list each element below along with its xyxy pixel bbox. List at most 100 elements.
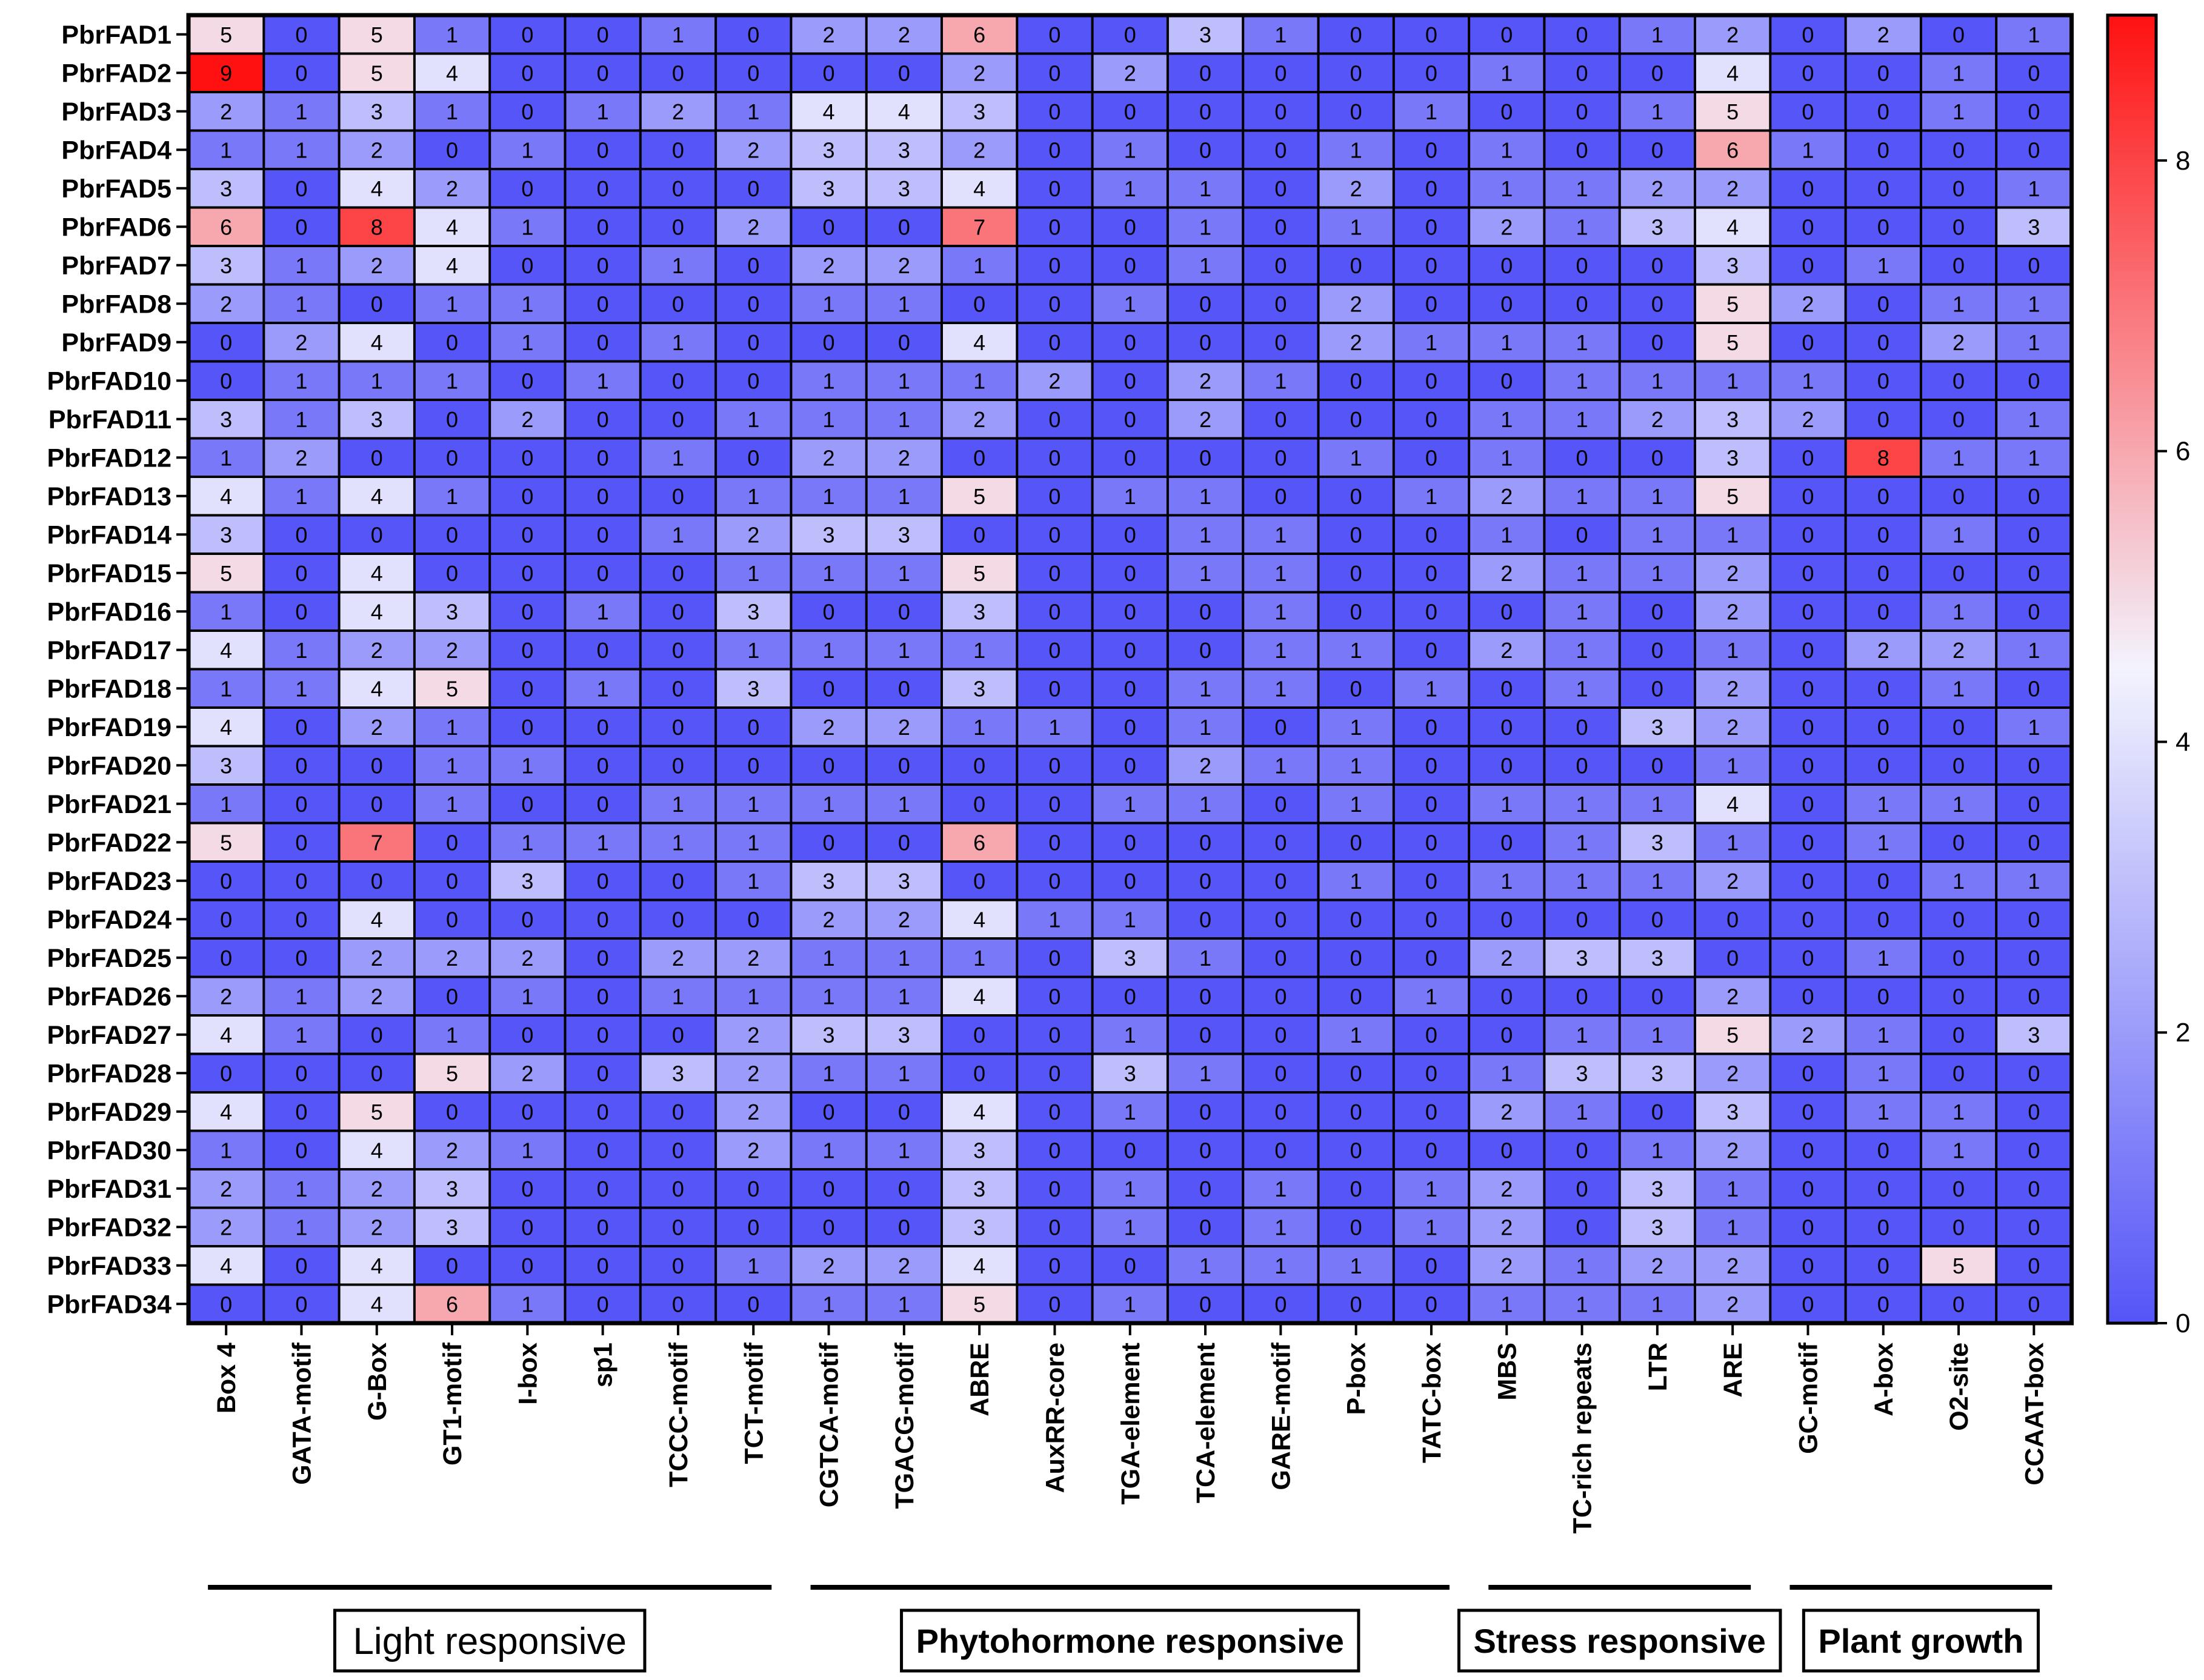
heatmap-cell — [791, 323, 867, 362]
heatmap-cell — [1393, 53, 1470, 92]
cell-value-label: 0 — [1500, 907, 1513, 932]
heatmap-cell — [1017, 977, 1093, 1015]
heatmap-cell — [1243, 246, 1319, 285]
heatmap-cell — [1845, 1054, 1921, 1092]
heatmap-cell — [490, 785, 565, 823]
cell-value-label: 1 — [1350, 753, 1362, 778]
cell-value-label: 1 — [1953, 869, 1965, 894]
cell-value-label: 0 — [1651, 330, 1663, 355]
heatmap-cell — [1243, 284, 1319, 323]
heatmap-cell — [1393, 284, 1470, 323]
heatmap-cell — [1695, 400, 1771, 439]
heatmap-cell — [264, 938, 339, 977]
heatmap-cell — [640, 1131, 716, 1169]
cell-value-label: 1 — [1500, 407, 1513, 432]
cell-value-label: 2 — [747, 1023, 759, 1048]
cell-value-label: 0 — [898, 1100, 910, 1124]
cell-value-label: 9 — [220, 61, 232, 85]
heatmap-cell — [640, 1284, 716, 1323]
cell-value-label: 0 — [1425, 830, 1437, 855]
cell-value-label: 0 — [220, 1292, 232, 1316]
heatmap-cell — [1318, 669, 1394, 708]
heatmap-cell — [1393, 1169, 1470, 1208]
heatmap-cell — [716, 53, 791, 92]
heatmap-cell — [1845, 669, 1921, 708]
heatmap-cell — [1092, 938, 1168, 977]
heatmap-cell — [716, 938, 791, 977]
heatmap-cell — [188, 708, 264, 746]
heatmap-cell — [1619, 515, 1695, 554]
heatmap-cell — [791, 1207, 867, 1246]
heatmap-cell — [1695, 977, 1771, 1015]
heatmap-cell — [565, 1054, 641, 1092]
heatmap-cell — [1393, 361, 1470, 400]
cell-value-label: 0 — [1274, 291, 1287, 316]
heatmap-cell — [1996, 92, 2072, 131]
heatmap-cell — [791, 400, 867, 439]
heatmap-cell — [264, 169, 339, 208]
heatmap-cell — [1017, 785, 1093, 823]
heatmap-cell — [942, 1284, 1017, 1323]
cell-value-label: 3 — [1576, 1061, 1588, 1086]
cell-value-label: 0 — [1576, 291, 1588, 316]
heatmap-cell — [565, 438, 641, 477]
cell-value-label: 2 — [1726, 176, 1739, 201]
heatmap-cell — [716, 515, 791, 554]
heatmap-cell — [1469, 284, 1545, 323]
heatmap-cell — [339, 554, 414, 593]
heatmap-cell — [1770, 785, 1846, 823]
cell-value-label: 0 — [747, 368, 759, 393]
cell-value-label: 1 — [672, 984, 684, 1009]
heatmap-cell — [1544, 1131, 1620, 1169]
row-label: PbrFAD20 — [47, 751, 171, 780]
heatmap-cell — [1695, 938, 1771, 977]
heatmap-cell — [490, 515, 565, 554]
cell-value-label: 1 — [1953, 1138, 1965, 1163]
heatmap-cell — [1544, 323, 1620, 362]
cell-value-label: 1 — [597, 599, 609, 624]
cell-value-label: 0 — [1802, 445, 1814, 470]
cell-value-label: 0 — [1953, 368, 1965, 393]
heatmap-cell — [1845, 53, 1921, 92]
cell-value-label: 0 — [747, 291, 759, 316]
cell-value-label: 0 — [2028, 830, 2040, 855]
cell-value-label: 0 — [1802, 1292, 1814, 1316]
cell-value-label: 1 — [220, 1138, 232, 1163]
cell-value-label: 0 — [1124, 561, 1136, 586]
cell-value-label: 2 — [1802, 291, 1814, 316]
cell-value-label: 0 — [1274, 869, 1287, 894]
heatmap-cell — [1845, 130, 1921, 169]
cell-value-label: 0 — [1124, 407, 1136, 432]
cell-value-label: 1 — [1274, 1177, 1287, 1201]
heatmap-cell — [1996, 900, 2072, 938]
heatmap-cell — [1318, 1169, 1394, 1208]
heatmap-cell — [1770, 708, 1846, 746]
heatmap-cell — [1845, 438, 1921, 477]
cell-value-label: 1 — [1877, 1061, 1889, 1086]
cell-value-label: 0 — [1576, 99, 1588, 124]
heatmap-cell — [791, 15, 867, 54]
heatmap-cell — [1017, 323, 1093, 362]
heatmap-cell — [1619, 1284, 1695, 1323]
heatmap-cell — [1695, 900, 1771, 938]
cell-value-label: 0 — [1199, 984, 1211, 1009]
heatmap-cell — [1845, 938, 1921, 977]
cell-value-label: 0 — [1576, 445, 1588, 470]
heatmap-cell — [1469, 1054, 1545, 1092]
cell-value-label: 0 — [295, 907, 307, 932]
cell-value-label: 1 — [597, 99, 609, 124]
heatmap-cell — [565, 1207, 641, 1246]
cell-value-label: 1 — [898, 1061, 910, 1086]
cell-value-label: 5 — [1726, 484, 1739, 509]
cell-value-label: 0 — [898, 330, 910, 355]
cell-value-label: 1 — [1124, 1292, 1136, 1316]
cell-value-label: 0 — [1953, 1061, 1965, 1086]
cell-value-label: 1 — [521, 984, 533, 1009]
heatmap-cell — [1845, 400, 1921, 439]
cell-value-label: 1 — [1953, 1100, 1965, 1124]
heatmap-cell — [1770, 207, 1846, 246]
heatmap-cell — [1996, 785, 2072, 823]
heatmap-cell — [565, 746, 641, 785]
heatmap-cell — [942, 977, 1017, 1015]
cell-value-label: 0 — [1500, 22, 1513, 47]
